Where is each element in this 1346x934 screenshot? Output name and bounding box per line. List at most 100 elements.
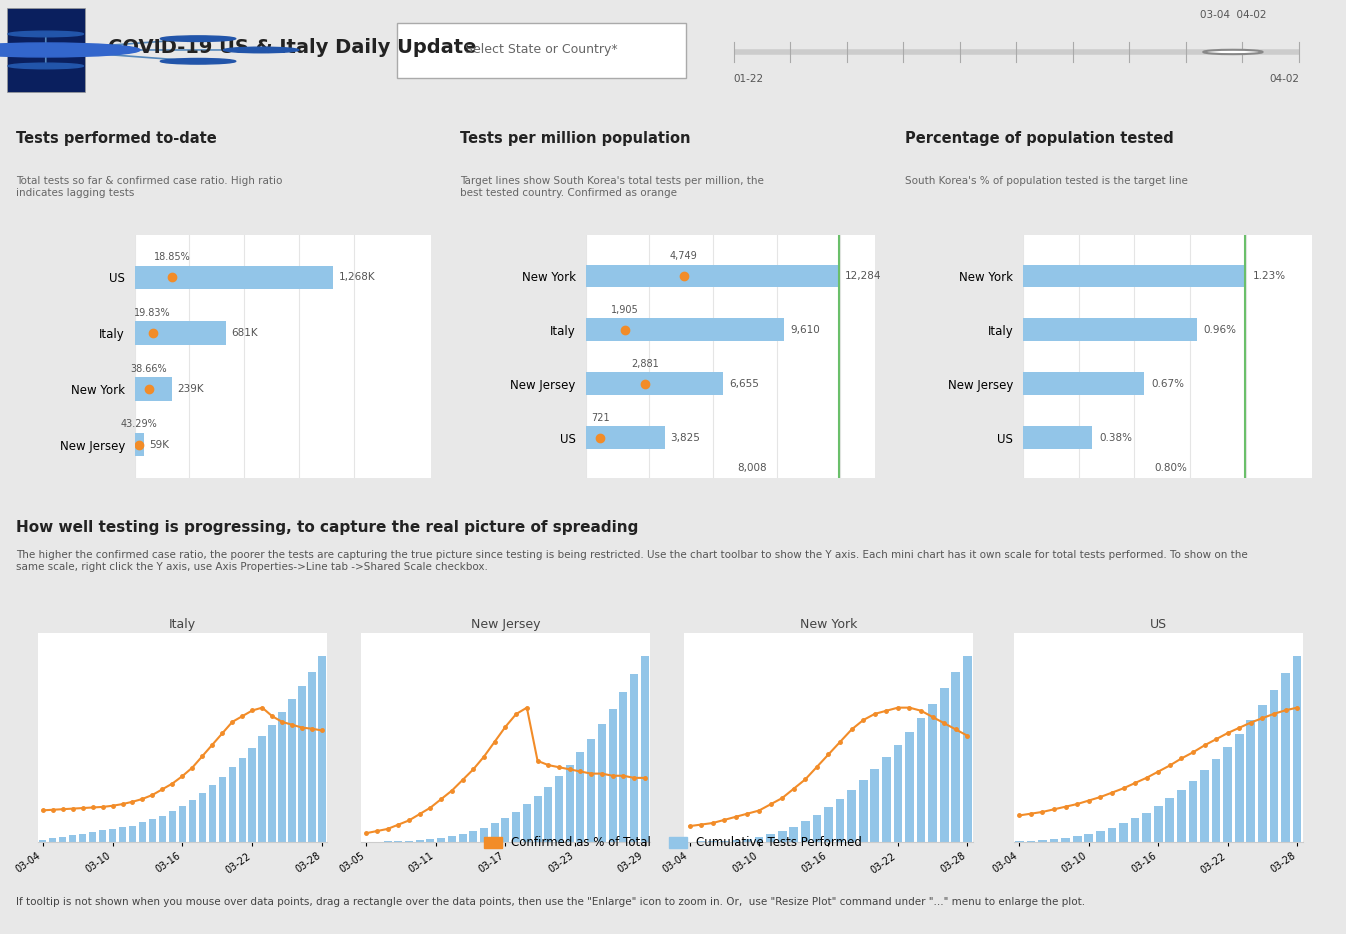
Bar	[279, 713, 285, 842]
Text: Select State or Country*: Select State or Country*	[466, 44, 618, 56]
Bar	[437, 838, 446, 842]
Bar	[481, 828, 489, 842]
Title: US: US	[1149, 617, 1167, 630]
Bar	[288, 700, 296, 842]
Bar	[1189, 781, 1198, 842]
Bar	[587, 739, 595, 842]
Bar	[218, 777, 226, 842]
Bar	[299, 686, 306, 842]
Bar	[229, 767, 236, 842]
Bar	[1023, 427, 1092, 449]
Bar	[630, 674, 638, 842]
Legend: Confirmed as % of Total, Cumulative Tests Performed: Confirmed as % of Total, Cumulative Test…	[479, 831, 867, 855]
Text: Tests per million population: Tests per million population	[460, 131, 690, 146]
Bar	[1234, 734, 1244, 842]
Text: 9,610: 9,610	[790, 325, 820, 334]
Bar	[89, 832, 97, 842]
Bar	[188, 800, 197, 842]
Text: 8,008: 8,008	[738, 463, 767, 474]
Bar	[813, 814, 821, 842]
Text: 6,655: 6,655	[730, 379, 759, 389]
Bar	[511, 812, 520, 842]
Bar	[871, 769, 879, 842]
Title: New York: New York	[800, 617, 857, 630]
Text: 239K: 239K	[178, 384, 205, 394]
Text: Total tests so far & confirmed case ratio. High ratio
indicates lagging tests: Total tests so far & confirmed case rati…	[16, 176, 283, 198]
Text: 18.85%: 18.85%	[153, 252, 190, 262]
Bar	[319, 656, 326, 842]
Circle shape	[8, 31, 83, 36]
Bar	[1292, 656, 1302, 842]
Text: Percentage of population tested: Percentage of population tested	[905, 131, 1174, 146]
Bar	[576, 752, 584, 842]
Bar	[109, 828, 116, 842]
Bar	[48, 839, 57, 842]
FancyBboxPatch shape	[397, 23, 686, 78]
Title: New Jersey: New Jersey	[471, 617, 540, 630]
Bar	[79, 834, 86, 842]
Bar	[1131, 818, 1140, 842]
Bar	[135, 377, 172, 401]
Bar	[1023, 373, 1144, 395]
Bar	[533, 796, 541, 842]
Text: 38.66%: 38.66%	[131, 363, 167, 374]
Circle shape	[0, 43, 140, 57]
Bar	[69, 835, 77, 842]
Bar	[778, 831, 786, 842]
Bar	[135, 433, 144, 457]
Bar	[1259, 705, 1267, 842]
Bar	[448, 836, 456, 842]
Bar	[940, 688, 949, 842]
Circle shape	[1203, 50, 1263, 54]
Text: 01-22: 01-22	[734, 74, 763, 84]
Bar	[59, 837, 66, 842]
Bar	[491, 823, 499, 842]
Bar	[502, 818, 509, 842]
Bar	[598, 724, 606, 842]
Bar	[1038, 840, 1047, 842]
Text: If tooltip is not shown when you mouse over data points, drag a rectangle over t: If tooltip is not shown when you mouse o…	[16, 898, 1085, 907]
Bar	[608, 709, 616, 842]
Text: 681K: 681K	[232, 328, 257, 338]
Bar	[1050, 839, 1058, 842]
Text: Target lines show South Korea's total tests per million, the
best tested country: Target lines show South Korea's total te…	[460, 176, 765, 198]
Circle shape	[160, 59, 236, 64]
Bar	[789, 827, 798, 842]
Text: 4,749: 4,749	[670, 251, 697, 262]
Text: 2,881: 2,881	[631, 359, 660, 369]
Text: 3,825: 3,825	[670, 432, 700, 443]
Bar	[1061, 838, 1070, 842]
Bar	[129, 826, 136, 842]
Text: 04-02: 04-02	[1269, 74, 1299, 84]
Bar	[720, 841, 728, 842]
Bar	[416, 840, 424, 842]
Bar	[1023, 264, 1245, 287]
Bar	[555, 776, 563, 842]
Bar	[619, 692, 627, 842]
Bar	[1246, 720, 1256, 842]
Bar	[168, 811, 176, 842]
Bar	[544, 786, 552, 842]
Bar	[39, 840, 46, 842]
Bar	[882, 757, 891, 842]
Text: COVID-19 US & Italy Daily Update: COVID-19 US & Italy Daily Update	[108, 38, 476, 58]
Bar	[179, 806, 186, 842]
Bar	[565, 765, 573, 842]
Bar	[139, 822, 147, 842]
Bar	[766, 834, 775, 842]
Bar	[1027, 841, 1035, 842]
Bar	[586, 318, 785, 341]
Circle shape	[160, 35, 236, 41]
Bar	[836, 799, 844, 842]
Bar	[98, 830, 106, 842]
Text: 0.96%: 0.96%	[1203, 325, 1237, 334]
Bar	[952, 672, 960, 842]
Bar	[917, 718, 926, 842]
Text: Tests performed to-date: Tests performed to-date	[16, 131, 217, 146]
Bar	[1073, 836, 1082, 842]
Bar	[731, 840, 740, 842]
Bar	[308, 672, 316, 842]
Bar	[641, 656, 649, 842]
Title: Italy: Italy	[168, 617, 197, 630]
Text: 721: 721	[591, 413, 610, 423]
